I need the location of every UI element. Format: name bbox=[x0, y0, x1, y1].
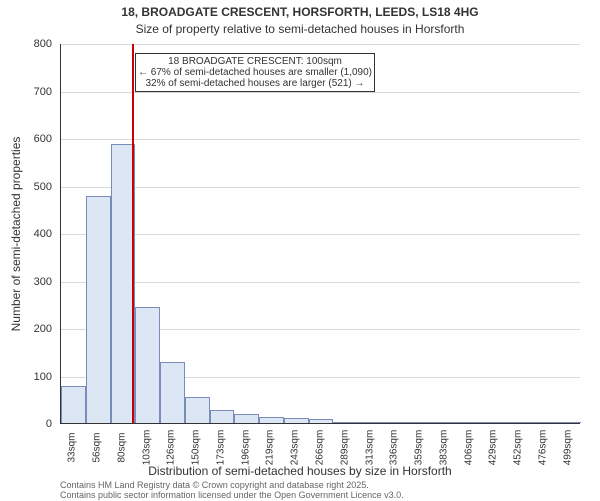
x-tick-label: 196sqm bbox=[240, 430, 251, 466]
bar bbox=[507, 422, 532, 423]
x-tick-label: 56sqm bbox=[92, 432, 103, 462]
x-tick-label: 313sqm bbox=[364, 430, 375, 466]
annotation-line-1: 18 BROADGATE CRESCENT: 100sqm bbox=[138, 56, 372, 67]
bar bbox=[432, 422, 457, 423]
bar bbox=[259, 417, 284, 423]
y-axis-label: Number of semi-detached properties bbox=[9, 137, 23, 332]
x-axis-tick-labels: 33sqm 56sqm 80sqm 103sqm 126sqm 150sqm 173sqm 1… bbox=[60, 424, 580, 468]
plot-area: 18 BROADGATE CRESCENT: 100sqm ← 67% of s… bbox=[60, 44, 580, 424]
x-tick-label: 429sqm bbox=[488, 430, 499, 466]
chart-title-line-2: Size of property relative to semi-detach… bbox=[0, 22, 600, 36]
x-tick-label: 289sqm bbox=[339, 430, 350, 466]
bar bbox=[210, 410, 235, 423]
x-tick-label: 80sqm bbox=[116, 432, 127, 462]
x-tick-label: 266sqm bbox=[315, 430, 326, 466]
x-tick-label: 243sqm bbox=[290, 430, 301, 466]
chart-container: 18, BROADGATE CRESCENT, HORSFORTH, LEEDS… bbox=[0, 0, 600, 500]
x-tick-label: 33sqm bbox=[67, 432, 78, 462]
bar bbox=[135, 307, 160, 423]
attribution-line-2: Contains public sector information licen… bbox=[60, 490, 580, 500]
bar bbox=[185, 397, 210, 423]
attribution-line-1: Contains HM Land Registry data © Crown c… bbox=[60, 480, 580, 490]
x-tick-label: 336sqm bbox=[389, 430, 400, 466]
x-tick-label: 173sqm bbox=[215, 430, 226, 466]
y-tick-label: 500 bbox=[34, 181, 52, 193]
bar bbox=[408, 422, 433, 423]
x-tick-label: 452sqm bbox=[513, 430, 524, 466]
bar bbox=[309, 419, 334, 423]
y-tick-label: 600 bbox=[34, 133, 52, 145]
x-tick-label: 476sqm bbox=[537, 430, 548, 466]
x-tick-label: 499sqm bbox=[562, 430, 573, 466]
y-tick-label: 300 bbox=[34, 276, 52, 288]
x-tick-label: 383sqm bbox=[438, 430, 449, 466]
annotation-line-3: 32% of semi-detached houses are larger (… bbox=[138, 78, 372, 89]
x-tick-label: 126sqm bbox=[166, 430, 177, 466]
reference-marker-line bbox=[132, 44, 134, 423]
y-tick-label: 700 bbox=[34, 86, 52, 98]
x-tick-label: 219sqm bbox=[265, 430, 276, 466]
bar bbox=[160, 362, 185, 423]
bar bbox=[234, 414, 259, 423]
bar bbox=[531, 422, 556, 423]
bar bbox=[358, 422, 383, 423]
bar bbox=[284, 418, 309, 423]
bars-group bbox=[61, 44, 580, 423]
chart-title-line-1: 18, BROADGATE CRESCENT, HORSFORTH, LEEDS… bbox=[0, 5, 600, 19]
x-axis-label: Distribution of semi-detached houses by … bbox=[0, 464, 600, 478]
bar bbox=[86, 196, 111, 423]
y-tick-label: 200 bbox=[34, 323, 52, 335]
annotation-box: 18 BROADGATE CRESCENT: 100sqm ← 67% of s… bbox=[135, 53, 375, 92]
x-tick-label: 359sqm bbox=[414, 430, 425, 466]
attribution-block: Contains HM Land Registry data © Crown c… bbox=[60, 480, 580, 501]
y-tick-label: 800 bbox=[34, 38, 52, 50]
y-tick-label: 100 bbox=[34, 371, 52, 383]
bar bbox=[556, 422, 581, 423]
bar bbox=[383, 422, 408, 423]
x-tick-label: 406sqm bbox=[463, 430, 474, 466]
annotation-line-2: ← 67% of semi-detached houses are smalle… bbox=[138, 67, 372, 78]
bar bbox=[333, 422, 358, 423]
y-tick-label: 0 bbox=[46, 418, 52, 430]
bar bbox=[457, 422, 482, 423]
x-tick-label: 150sqm bbox=[191, 430, 202, 466]
x-tick-label: 103sqm bbox=[141, 430, 152, 466]
bar bbox=[61, 386, 86, 423]
y-tick-label: 400 bbox=[34, 228, 52, 240]
bar bbox=[482, 422, 507, 423]
